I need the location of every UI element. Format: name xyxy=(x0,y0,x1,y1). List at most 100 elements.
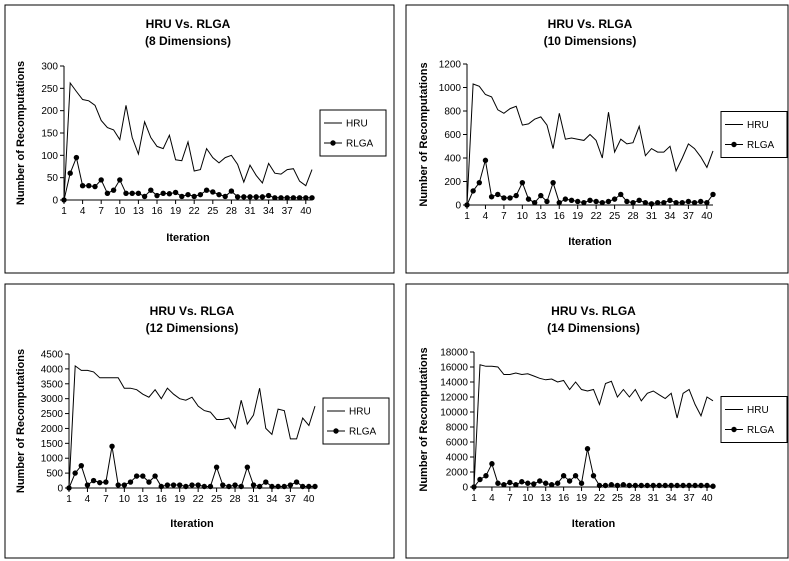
chart-frame xyxy=(405,283,789,559)
y-tick-label: 1500 xyxy=(41,439,64,450)
data-point-rlga xyxy=(67,170,73,176)
data-point-rlga xyxy=(501,482,507,488)
y-tick-label: 250 xyxy=(41,84,58,95)
x-tick-label: 19 xyxy=(170,206,182,217)
chart-subtitle: (8 Dimensions) xyxy=(145,34,231,48)
x-tick-label: 13 xyxy=(535,211,547,222)
data-point-rlga xyxy=(72,470,78,476)
x-tick-label: 10 xyxy=(517,211,529,222)
y-tick-label: 16000 xyxy=(440,363,468,374)
data-point-rlga xyxy=(605,198,612,205)
x-tick-label: 4 xyxy=(489,493,495,504)
data-point-rlga xyxy=(140,473,146,479)
x-tick-label: 19 xyxy=(576,493,588,504)
data-point-rlga xyxy=(79,183,86,189)
x-tick-label: 31 xyxy=(646,211,658,222)
y-tick-label: 300 xyxy=(41,62,58,73)
data-point-rlga xyxy=(303,195,309,201)
data-point-rlga xyxy=(692,482,698,489)
data-point-rlga xyxy=(566,478,573,484)
data-point-rlga xyxy=(608,482,615,488)
data-point-rlga xyxy=(86,183,92,189)
data-point-rlga xyxy=(673,199,679,206)
chart-title: HRU Vs. RLGA xyxy=(551,304,636,318)
x-tick-label: 13 xyxy=(540,493,552,504)
x-tick-label: 7 xyxy=(103,494,109,505)
x-tick-label: 7 xyxy=(98,206,104,217)
y-tick-label: 0 xyxy=(57,484,63,495)
data-point-rlga xyxy=(513,192,519,199)
legend: HRU RLGA xyxy=(720,396,788,443)
x-tick-label: 4 xyxy=(483,211,489,222)
data-point-rlga xyxy=(232,482,238,488)
data-point-rlga xyxy=(691,199,698,206)
x-tick-label: 31 xyxy=(244,206,256,217)
data-point-rlga xyxy=(611,196,618,202)
x-tick-label: 25 xyxy=(211,494,223,505)
chart-panel-1: HRU Vs. RLGA (8 Dimensions) 0 50 100 150 200 25… xyxy=(4,4,395,274)
y-tick-label: 1000 xyxy=(41,454,64,465)
data-point-rlga xyxy=(213,464,220,470)
x-tick-label: 1 xyxy=(61,206,67,217)
x-tick-label: 31 xyxy=(648,493,660,504)
data-point-rlga xyxy=(556,199,562,206)
legend-label-hru: HRU xyxy=(747,405,769,416)
x-tick-label: 4 xyxy=(80,206,86,217)
data-point-rlga xyxy=(630,199,636,206)
x-tick-label: 28 xyxy=(630,493,642,504)
data-point-rlga xyxy=(581,199,587,206)
data-point-rlga xyxy=(544,198,550,205)
x-tick-label: 25 xyxy=(609,211,621,222)
y-tick-label: 200 xyxy=(444,177,461,188)
data-point-rlga xyxy=(179,193,185,200)
data-point-rlga xyxy=(575,198,581,205)
data-point-rlga xyxy=(166,191,173,197)
chart-title: HRU Vs. RLGA xyxy=(150,304,235,318)
data-point-rlga xyxy=(121,482,128,488)
data-point-rlga xyxy=(191,193,197,200)
data-point-rlga xyxy=(129,190,135,196)
data-point-rlga xyxy=(110,187,117,193)
data-point-rlga xyxy=(590,473,597,479)
data-point-rlga xyxy=(679,199,685,206)
data-point-rlga xyxy=(661,199,667,206)
data-point-rlga xyxy=(584,446,591,452)
x-tick-label: 4 xyxy=(85,494,91,505)
x-tick-label: 13 xyxy=(133,206,145,217)
legend-label-rlga: RLGA xyxy=(747,425,775,436)
data-point-rlga xyxy=(488,194,495,200)
data-point-rlga xyxy=(531,481,537,487)
data-point-rlga xyxy=(710,483,716,489)
x-tick-label: 28 xyxy=(226,206,238,217)
x-tick-label: 40 xyxy=(303,494,315,505)
series-line-hru xyxy=(63,81,313,201)
data-point-rlga xyxy=(195,482,201,488)
data-point-rlga xyxy=(680,482,686,489)
series-line-hru xyxy=(466,83,714,206)
y-tick-label: 14000 xyxy=(440,378,468,389)
data-point-rlga xyxy=(287,482,294,488)
data-point-rlga xyxy=(158,483,164,490)
data-point-rlga xyxy=(656,482,662,489)
data-point-rlga xyxy=(177,482,183,488)
x-tick-label: 22 xyxy=(189,206,201,217)
chart-subtitle: (10 Dimensions) xyxy=(544,34,637,48)
chart-panel-2: HRU Vs. RLGA (10 Dimensions) 0 200 400 600 800… xyxy=(405,4,789,274)
data-point-rlga xyxy=(593,198,599,205)
legend: HRU RLGA xyxy=(720,111,788,158)
chart-title: HRU Vs. RLGA xyxy=(146,17,231,31)
chart-frame xyxy=(405,4,789,274)
data-point-rlga xyxy=(170,482,177,488)
data-point-rlga xyxy=(531,199,538,206)
x-axis-label: Iteration xyxy=(166,232,210,244)
data-point-rlga xyxy=(620,482,627,488)
data-point-rlga xyxy=(61,197,67,203)
data-point-rlga xyxy=(489,461,495,467)
data-point-rlga xyxy=(507,479,513,486)
data-point-rlga xyxy=(587,197,593,203)
y-tick-label: 4000 xyxy=(41,364,64,375)
data-point-rlga xyxy=(284,195,290,201)
data-point-rlga xyxy=(644,482,650,489)
y-tick-label: 6000 xyxy=(446,438,469,449)
